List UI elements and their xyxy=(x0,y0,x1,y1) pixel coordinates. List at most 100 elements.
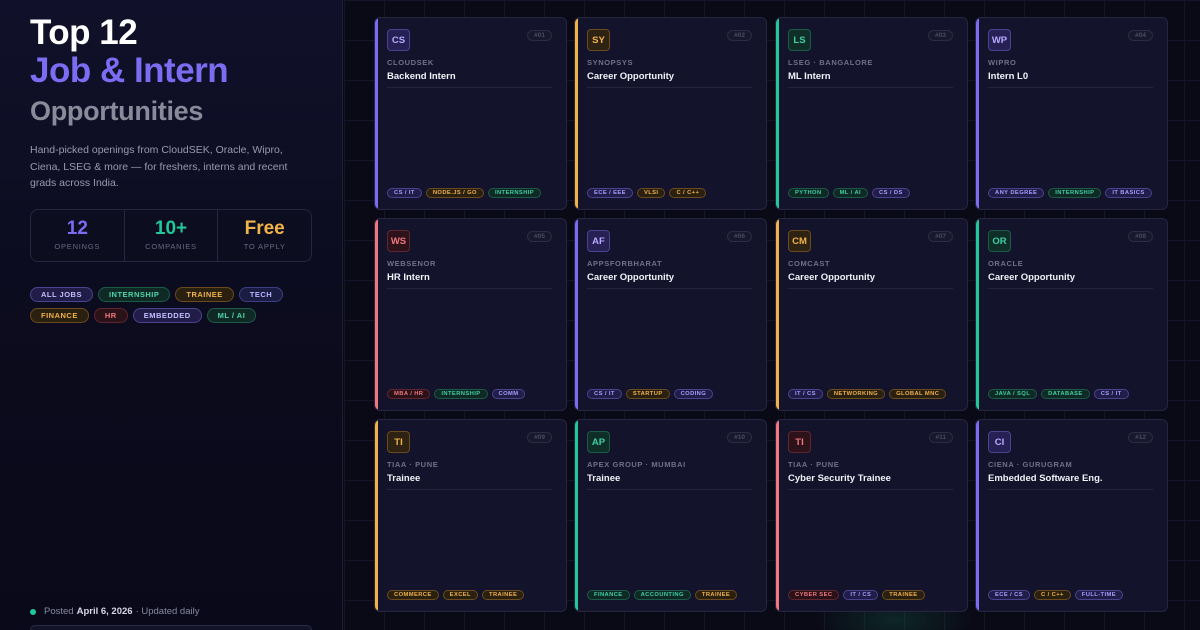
filter-internship[interactable]: INTERNSHIP xyxy=(97,286,171,302)
job-tag: COMMERCE xyxy=(387,590,439,600)
job-tag: PYTHON xyxy=(788,188,829,198)
divider xyxy=(788,288,953,289)
job-tag: ECE / CS xyxy=(988,590,1031,600)
filter-all-jobs[interactable]: ALL JOBS xyxy=(30,286,93,302)
job-tag: FINANCE xyxy=(587,590,630,600)
company-name: WIPRO xyxy=(988,58,1017,67)
job-card[interactable]: TI #09 TIAA · PUNE Trainee COMMERCE EXCEL TRAI… xyxy=(374,419,567,612)
job-tag: COMM xyxy=(491,389,526,399)
job-card[interactable]: WS #05 WEBSENOR HR Intern MBA / HR INTERNSHIP… xyxy=(374,218,567,411)
job-tag: CS / IT xyxy=(1093,389,1129,399)
filter-finance[interactable]: FINANCE xyxy=(30,307,89,323)
job-card[interactable]: AP #10 APEX GROUP · MUMBAI Trainee FINANCE AC… xyxy=(574,419,767,612)
job-number: #12 xyxy=(1128,432,1153,443)
filter-hr[interactable]: HR xyxy=(93,307,128,323)
stat-value: Free xyxy=(244,218,285,239)
job-number: #04 xyxy=(1128,30,1153,41)
job-tag: INTERNSHIP xyxy=(434,389,488,399)
job-tags: PYTHON ML / AI CS / DS xyxy=(788,188,910,198)
card-accent-bar xyxy=(575,18,578,209)
job-tag: ACCOUNTING xyxy=(633,590,691,600)
job-role: Trainee xyxy=(587,473,621,484)
job-tags: CS / IT STARTUP CODING xyxy=(587,389,714,399)
job-number: #01 xyxy=(527,30,552,41)
company-badge-icon: LS xyxy=(788,29,811,51)
job-tag: EXCEL xyxy=(442,590,478,600)
company-name: WEBSENOR xyxy=(387,259,436,268)
company-badge-icon: SY xyxy=(587,29,610,51)
divider xyxy=(387,87,552,88)
company-badge-icon: TI xyxy=(387,431,410,453)
job-tag: CODING xyxy=(673,389,714,399)
page-description: Hand-picked openings from CloudSEK, Orac… xyxy=(30,144,288,189)
company-badge-icon: CS xyxy=(387,29,410,51)
job-card[interactable]: CI #12 CIENA · GURUGRAM Embedded Software E… xyxy=(975,419,1168,612)
job-tag: TRAINEE xyxy=(482,590,525,600)
job-tag: FULL-TIME xyxy=(1074,590,1123,600)
company-badge-icon: OR xyxy=(988,230,1011,252)
job-role: Embedded Software Eng. xyxy=(988,473,1103,484)
job-card[interactable]: CM #07 COMCAST Career Opportunity IT / CS NET… xyxy=(775,218,968,411)
filter-tech[interactable]: TECH xyxy=(238,286,284,302)
job-tag: MBA / HR xyxy=(387,389,431,399)
divider xyxy=(387,489,552,490)
stat-label: TO APPLY xyxy=(243,242,286,251)
job-number: #03 xyxy=(928,30,953,41)
stat-label: COMPANIES xyxy=(145,242,197,251)
job-tag: CS / DS xyxy=(872,188,910,198)
company-name: APPSFORBHARAT xyxy=(587,259,663,268)
job-tag: INTERNSHIP xyxy=(487,188,542,198)
job-role: Career Opportunity xyxy=(988,272,1076,283)
job-number: #10 xyxy=(727,432,752,443)
job-card[interactable]: WP #04 WIPRO Intern L0 ANY DEGREE INTERNSHIP I… xyxy=(975,17,1168,210)
job-tags: JAVA / SQL DATABASE CS / IT xyxy=(988,389,1129,399)
job-role: Intern L0 xyxy=(988,71,1029,82)
bottom-action-bar[interactable] xyxy=(30,625,312,630)
card-accent-bar xyxy=(976,420,979,611)
job-number: #06 xyxy=(727,231,752,242)
filter-embedded[interactable]: EMBEDDED xyxy=(132,307,202,323)
job-card[interactable]: CS #01 CLOUDSEK Backend Intern CS / IT NODE.J… xyxy=(374,17,567,210)
company-name: TIAA · PUNE xyxy=(788,460,840,469)
posted-prefix: Posted xyxy=(44,606,74,617)
job-number: #02 xyxy=(727,30,752,41)
stat-label: OPENINGS xyxy=(54,242,101,251)
filter-ml-ai[interactable]: ML / AI xyxy=(206,307,257,323)
job-card[interactable]: AF #06 APPSFORBHARAT Career Opportunity CS /… xyxy=(574,218,767,411)
card-accent-bar xyxy=(375,219,378,410)
company-name: SYNOPSYS xyxy=(587,58,634,67)
job-tag: TRAINEE xyxy=(694,590,738,600)
posted-date: April 6, 2026 xyxy=(76,606,133,617)
divider xyxy=(788,87,953,88)
job-tag: NETWORKING xyxy=(826,389,886,399)
job-card[interactable]: SY #02 SYNOPSYS Career Opportunity ECE / EEE… xyxy=(574,17,767,210)
divider xyxy=(587,87,752,88)
job-number: #09 xyxy=(527,432,552,443)
company-badge-icon: WP xyxy=(988,29,1011,51)
job-number: #08 xyxy=(1128,231,1153,242)
card-accent-bar xyxy=(976,18,979,209)
job-number: #05 xyxy=(527,231,552,242)
job-number: #11 xyxy=(928,432,953,443)
stat-free: Free TO APPLY xyxy=(218,210,311,261)
divider xyxy=(788,489,953,490)
job-tag: DATABASE xyxy=(1041,389,1090,399)
stat-value: 12 xyxy=(66,218,88,239)
divider xyxy=(587,489,752,490)
company-badge-icon: TI xyxy=(788,431,811,453)
company-name: ORACLE xyxy=(988,259,1024,268)
job-tag: ANY DEGREE xyxy=(988,188,1045,198)
job-tags: FINANCE ACCOUNTING TRAINEE xyxy=(587,590,738,600)
page-title-line3: Opportunities xyxy=(30,96,204,126)
card-accent-bar xyxy=(776,219,779,410)
job-card[interactable]: LS #03 LSEG · BANGALORE ML Intern PYTHON ML /… xyxy=(775,17,968,210)
stat-value: 10+ xyxy=(154,218,188,239)
job-card[interactable]: TI #11 TIAA · PUNE Cyber Security Trainee CY… xyxy=(775,419,968,612)
job-number: #07 xyxy=(928,231,953,242)
job-tag: INTERNSHIP xyxy=(1048,188,1102,198)
job-tag: CYBER SEC xyxy=(788,590,840,600)
filter-trainee[interactable]: TRAINEE xyxy=(175,286,234,302)
job-tag: NODE.JS / GO xyxy=(425,188,484,198)
company-name: COMCAST xyxy=(788,259,831,268)
job-card[interactable]: OR #08 ORACLE Career Opportunity JAVA / SQL D… xyxy=(975,218,1168,411)
